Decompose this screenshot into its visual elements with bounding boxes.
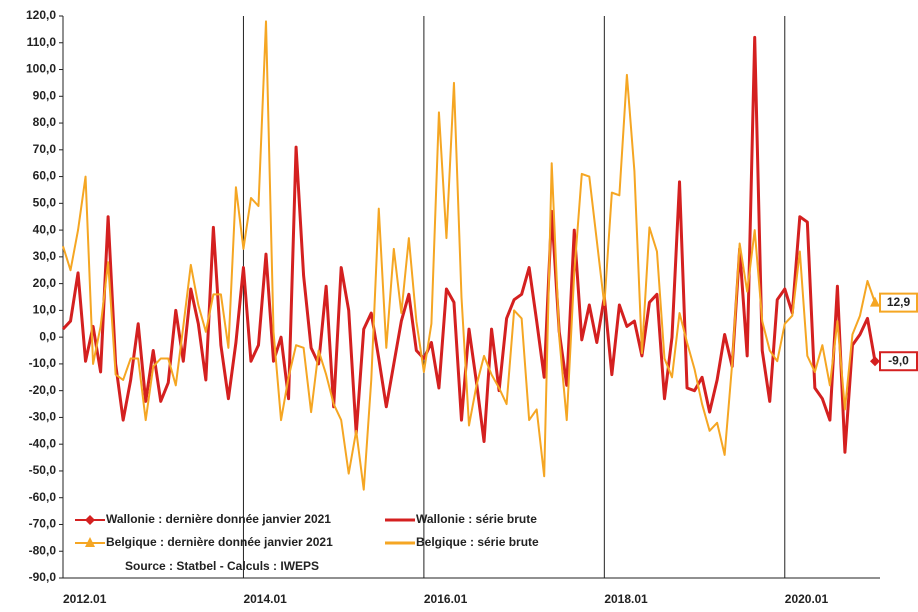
- y-tick-label: -50,0: [29, 463, 57, 477]
- y-tick-label: -10,0: [29, 356, 57, 370]
- y-tick-label: -40,0: [29, 436, 57, 450]
- value-label: 12,9: [887, 295, 911, 309]
- point-marker: [870, 356, 880, 367]
- series-line: [62, 20, 876, 491]
- value-label-box: [879, 292, 918, 313]
- legend-label: Wallonie : dernière donnée janvier 2021: [106, 512, 331, 526]
- y-tick-label: -30,0: [29, 410, 57, 424]
- legend-marker: [85, 537, 95, 547]
- y-tick-label: 20,0: [33, 276, 57, 290]
- x-tick-label: 2018.01: [604, 592, 648, 606]
- source-note: Source : Statbel - Calculs : IWEPS: [125, 559, 319, 573]
- value-label-box: [879, 351, 918, 372]
- y-tick-label: -80,0: [29, 543, 57, 557]
- y-tick-label: 50,0: [33, 196, 57, 210]
- legend-label: Belgique : série brute: [416, 535, 539, 549]
- y-tick-label: 30,0: [33, 249, 57, 263]
- x-tick-label: 2020.01: [785, 592, 829, 606]
- y-tick-label: -70,0: [29, 517, 57, 531]
- y-tick-label: 10,0: [33, 303, 57, 317]
- y-tick-label: 0,0: [39, 329, 56, 343]
- y-tick-label: 60,0: [33, 169, 57, 183]
- x-tick-label: 2012.01: [63, 592, 107, 606]
- y-tick-label: 80,0: [33, 115, 57, 129]
- x-tick-label: 2016.01: [424, 592, 468, 606]
- value-label: -9,0: [888, 353, 909, 367]
- x-tick-label: 2014.01: [243, 592, 287, 606]
- legend-label: Wallonie : série brute: [416, 512, 537, 526]
- legend-marker: [85, 515, 95, 525]
- y-tick-label: -60,0: [29, 490, 57, 504]
- y-tick-label: 70,0: [33, 142, 57, 156]
- y-tick-label: 100,0: [26, 62, 56, 76]
- y-tick-label: -20,0: [29, 383, 57, 397]
- y-tick-label: 120,0: [26, 8, 56, 22]
- y-tick-label: 40,0: [33, 222, 57, 236]
- y-tick-label: -90,0: [29, 570, 57, 584]
- point-marker: [870, 296, 880, 307]
- y-tick-label: 90,0: [33, 88, 57, 102]
- legend-label: Belgique : dernière donnée janvier 2021: [106, 535, 333, 549]
- y-tick-label: 110,0: [27, 35, 57, 49]
